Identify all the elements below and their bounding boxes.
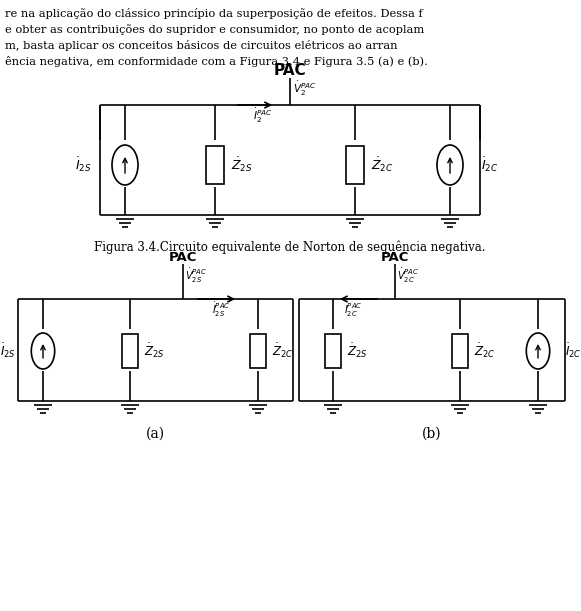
Text: m, basta aplicar os conceitos básicos de circuitos elétricos ao arran: m, basta aplicar os conceitos básicos de…	[5, 40, 397, 51]
Text: $\dot{V}_{2C}^{PAC}$: $\dot{V}_{2C}^{PAC}$	[397, 267, 419, 285]
Bar	[346, 146, 364, 184]
Text: $\dot{I}_{2S}$: $\dot{I}_{2S}$	[0, 342, 16, 360]
Text: $\dot{V}_2^{PAC}$: $\dot{V}_2^{PAC}$	[293, 80, 317, 98]
Bar	[325, 334, 341, 368]
Text: PAC: PAC	[169, 251, 197, 264]
Text: $\dot{I}_{2C}$: $\dot{I}_{2C}$	[565, 342, 581, 360]
Text: $\dot{V}_{2S}^{PAC}$: $\dot{V}_{2S}^{PAC}$	[185, 267, 207, 285]
Text: $\dot{Z}_{2C}$: $\dot{Z}_{2C}$	[474, 342, 496, 360]
Text: $\dot{Z}_{2S}$: $\dot{Z}_{2S}$	[231, 156, 253, 174]
Text: (b): (b)	[422, 427, 442, 441]
Text: (a): (a)	[146, 427, 165, 441]
Text: ência negativa, em conformidade com a Figura 3.4 e Figura 3.5 (a) e (b).: ência negativa, em conformidade com a Fi…	[5, 56, 428, 67]
Text: PAC: PAC	[274, 63, 306, 78]
Text: $\dot{Z}_{2S}$: $\dot{Z}_{2S}$	[347, 342, 368, 360]
Text: PAC: PAC	[381, 251, 409, 264]
Bar	[122, 334, 138, 368]
Text: re na aplicação do clássico princípio da superposição de efeitos. Dessa f: re na aplicação do clássico princípio da…	[5, 8, 423, 19]
Text: $\dot{I}_{2C}$: $\dot{I}_{2C}$	[481, 156, 498, 174]
Text: Figura 3.4.Circuito equivalente de Norton de sequência negativa.: Figura 3.4.Circuito equivalente de Norto…	[94, 241, 486, 255]
Text: $\dot{I}_2^{PAC}$: $\dot{I}_2^{PAC}$	[253, 107, 272, 125]
Text: $\dot{I}_{2S}^{PAC}$: $\dot{I}_{2S}^{PAC}$	[212, 301, 231, 319]
Bar	[250, 334, 266, 368]
Text: $\dot{Z}_{2C}$: $\dot{Z}_{2C}$	[371, 156, 393, 174]
Bar	[206, 146, 224, 184]
Bar	[452, 334, 468, 368]
Text: $\dot{Z}_{2S}$: $\dot{Z}_{2S}$	[144, 342, 164, 360]
Text: e obter as contribuições do supridor e consumidor, no ponto de acoplam: e obter as contribuições do supridor e c…	[5, 24, 424, 35]
Text: $\dot{I}_{2S}$: $\dot{I}_{2S}$	[75, 156, 91, 174]
Text: $\dot{I}_{2C}^{PAC}$: $\dot{I}_{2C}^{PAC}$	[345, 301, 363, 319]
Text: $\dot{Z}_{2C}$: $\dot{Z}_{2C}$	[272, 342, 293, 360]
